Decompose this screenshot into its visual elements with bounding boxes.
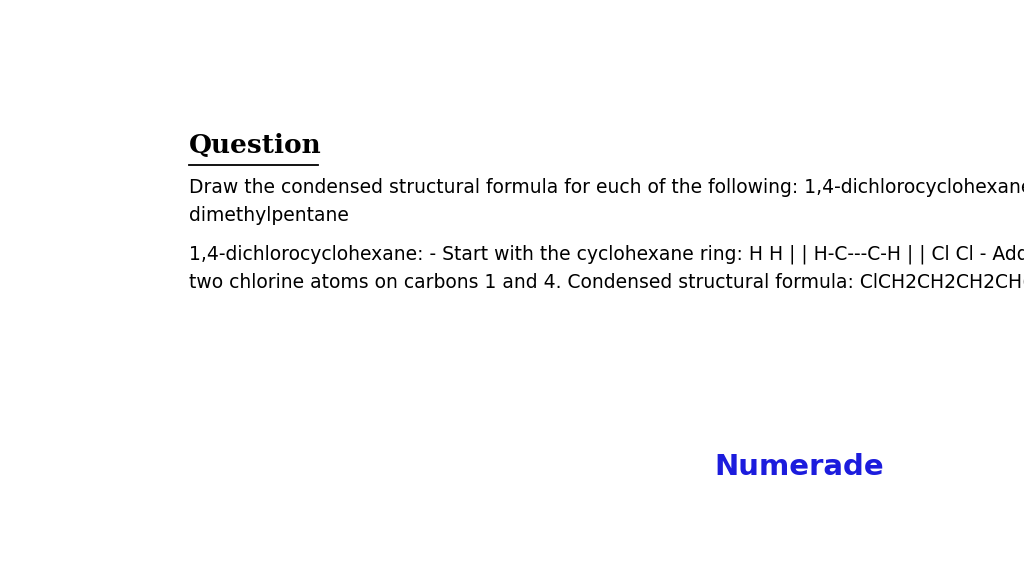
Text: Numerade: Numerade xyxy=(714,453,884,481)
Text: 1,4-dichlorocyclohexane: - Start with the cyclohexane ring: H H | | H-C---C-H | : 1,4-dichlorocyclohexane: - Start with th… xyxy=(189,244,1024,292)
Text: Question: Question xyxy=(189,134,322,158)
Text: Draw the condensed structural formula for euch of the following: 1,4-dichlorocyc: Draw the condensed structural formula fo… xyxy=(189,178,1024,225)
